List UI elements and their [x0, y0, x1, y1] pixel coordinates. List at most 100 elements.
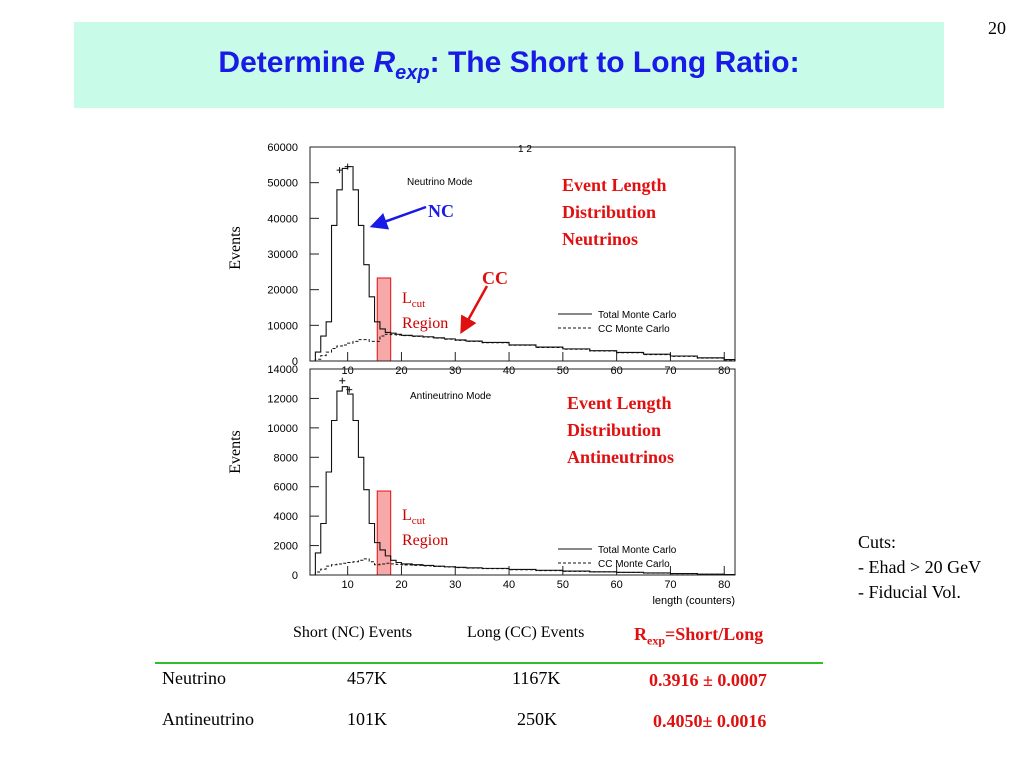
antineutrino-y-tick-label: 6000 [274, 482, 298, 494]
neutrino-cc-mc-line [310, 333, 736, 362]
antineutrino-description-line: Distribution [567, 420, 662, 440]
neutrino-legend-label: CC Monte Carlo [598, 324, 670, 335]
table-header-short: Short (NC) Events [293, 624, 413, 641]
neutrino-y-tick-label: 60000 [267, 142, 298, 154]
antineutrino-x-tick-label: 30 [449, 579, 461, 591]
lcut-sub: cut [411, 515, 426, 528]
cc-label: CC [482, 268, 508, 288]
ratio-suffix: =Short/Long [665, 624, 764, 644]
neutrino-y-tick-label: 20000 [267, 285, 298, 297]
antineutrino-y-tick-label: 4000 [274, 511, 298, 523]
antineutrino-y-tick-label: 10000 [267, 423, 298, 435]
antineutrino-panel-title: Antineutrino Mode [410, 391, 492, 402]
neutrino-total-mc-line [310, 166, 736, 362]
region-label: Region [402, 532, 449, 550]
neutrino-x-tick-label: 60 [611, 365, 623, 377]
neutrino-y-tick-label: 40000 [267, 213, 298, 225]
neutrino-x-tick-label: 80 [718, 365, 730, 377]
neutrino-x-tick-label: 50 [557, 365, 569, 377]
antineutrino-x-tick-label: 80 [718, 579, 730, 591]
lcut-symbol: L [402, 507, 412, 524]
antineutrino-chart-panel: 0 2000 4000 6000 8000 10000 12000 14000 10 20 30 40… [267, 364, 736, 591]
title-suffix: : The Short to Long Ratio: [429, 46, 800, 79]
table-cell-short: 457K [347, 668, 387, 688]
title-banner [74, 22, 944, 108]
ratio-sub: exp [647, 633, 665, 648]
neutrino-data-point [344, 163, 351, 170]
neutrino-description-line: Neutrinos [562, 229, 638, 249]
antineutrino-plot-frame [309, 368, 736, 576]
neutrino-description: Event Length Distribution Neutrinos [562, 172, 667, 253]
table-cell-short: 101K [347, 709, 387, 729]
cuts-heading: Cuts: [858, 532, 897, 552]
title-symbol-sub: exp [395, 62, 430, 84]
neutrino-data-point [336, 167, 343, 174]
antineutrino-legend-label: CC Monte Carlo [598, 559, 670, 570]
table-row-label: Antineutrino [162, 709, 254, 729]
page-title: Determine Rexp: The Short to Long Ratio: [74, 46, 944, 85]
antineutrino-x-tick-label: 20 [395, 579, 407, 591]
neutrino-description-line: Event Length [562, 175, 667, 195]
antineutrino-legend-label: Total Monte Carlo [598, 545, 677, 556]
table-cell-ratio: 0.3916 ± 0.0007 [649, 670, 767, 690]
title-symbol: R [373, 46, 396, 79]
table-header-long: Long (CC) Events [467, 624, 585, 641]
nc-arrow [369, 205, 427, 230]
antineutrino-x-tick-label: 10 [342, 579, 354, 591]
neutrino-y-tick-label: 10000 [267, 320, 298, 332]
antineutrino-x-tick-label: 40 [503, 579, 515, 591]
title-prefix: Determine [218, 46, 374, 79]
neutrino-panel-title: Neutrino Mode [407, 177, 473, 188]
top-axis-fragment: 1 2 [518, 144, 532, 155]
antineutrino-lcut-region [376, 490, 392, 576]
neutrino-y-tick-label: 30000 [267, 249, 298, 261]
table-header-ratio: Rexp=Short/Long [634, 624, 763, 649]
antineutrino-y-tick-label: 8000 [274, 452, 298, 464]
table-cell-long: 1167K [512, 668, 561, 688]
region-label: Region [402, 315, 449, 333]
cuts-item: - Fiducial Vol. [858, 582, 961, 602]
cc-arrow [460, 285, 489, 335]
antineutrino-data-point [346, 386, 353, 393]
table-cell-long: 250K [517, 709, 557, 729]
antineutrino-x-tick-label: 60 [611, 579, 623, 591]
neutrino-lcut-region [376, 277, 392, 362]
antineutrino-y-tick-label: 2000 [274, 541, 298, 553]
neutrino-legend-label: Total Monte Carlo [598, 310, 677, 321]
cuts-list: Cuts: - Ehad > 20 GeV - Fiducial Vol. [858, 530, 981, 605]
antineutrino-description: Event Length Distribution Antineutrinos [567, 390, 674, 471]
table-row-label: Neutrino [162, 668, 226, 688]
ratio-symbol: R [634, 624, 647, 644]
nc-label: NC [428, 201, 454, 221]
neutrino-y-axis-label: Events [227, 226, 244, 270]
antineutrino-description-line: Antineutrinos [567, 447, 675, 467]
page-number: 20 [988, 18, 1006, 38]
antineutrino-y-axis-label: Events [227, 430, 244, 474]
table-cell-ratio: 0.4050± 0.0016 [653, 711, 767, 731]
x-axis-label: length (counters) [652, 595, 735, 607]
neutrino-chart-panel: 0 10000 20000 30000 40000 50000 60000 10 20 30 40 5… [267, 142, 736, 377]
lcut-symbol: L [402, 290, 412, 307]
lcut-sub: cut [411, 298, 426, 311]
neutrino-x-tick-label: 30 [449, 365, 461, 377]
antineutrino-x-tick-label: 50 [557, 579, 569, 591]
neutrino-lcut-region-label: Lcut Region [402, 289, 448, 334]
neutrino-x-tick-label: 20 [395, 365, 407, 377]
antineutrino-lcut-region-label: Lcut Region [402, 506, 448, 551]
antineutrino-y-tick-label: 14000 [267, 364, 298, 376]
neutrino-x-tick-label: 40 [503, 365, 515, 377]
neutrino-description-line: Distribution [562, 202, 657, 222]
antineutrino-y-tick-label: 0 [292, 570, 298, 582]
antineutrino-y-tick-label: 12000 [267, 393, 298, 405]
antineutrino-description-line: Event Length [567, 393, 672, 413]
neutrino-x-tick-label: 10 [342, 365, 354, 377]
neutrino-y-tick-label: 50000 [267, 178, 298, 190]
neutrino-y-tick-label: 0 [292, 356, 298, 368]
neutrino-plot-frame [309, 146, 736, 362]
neutrino-x-tick-label: 70 [664, 365, 676, 377]
antineutrino-cc-mc-line [310, 558, 736, 576]
table-rule [155, 662, 823, 664]
cuts-item: - Ehad > 20 GeV [858, 557, 982, 577]
antineutrino-x-tick-label: 70 [664, 579, 676, 591]
